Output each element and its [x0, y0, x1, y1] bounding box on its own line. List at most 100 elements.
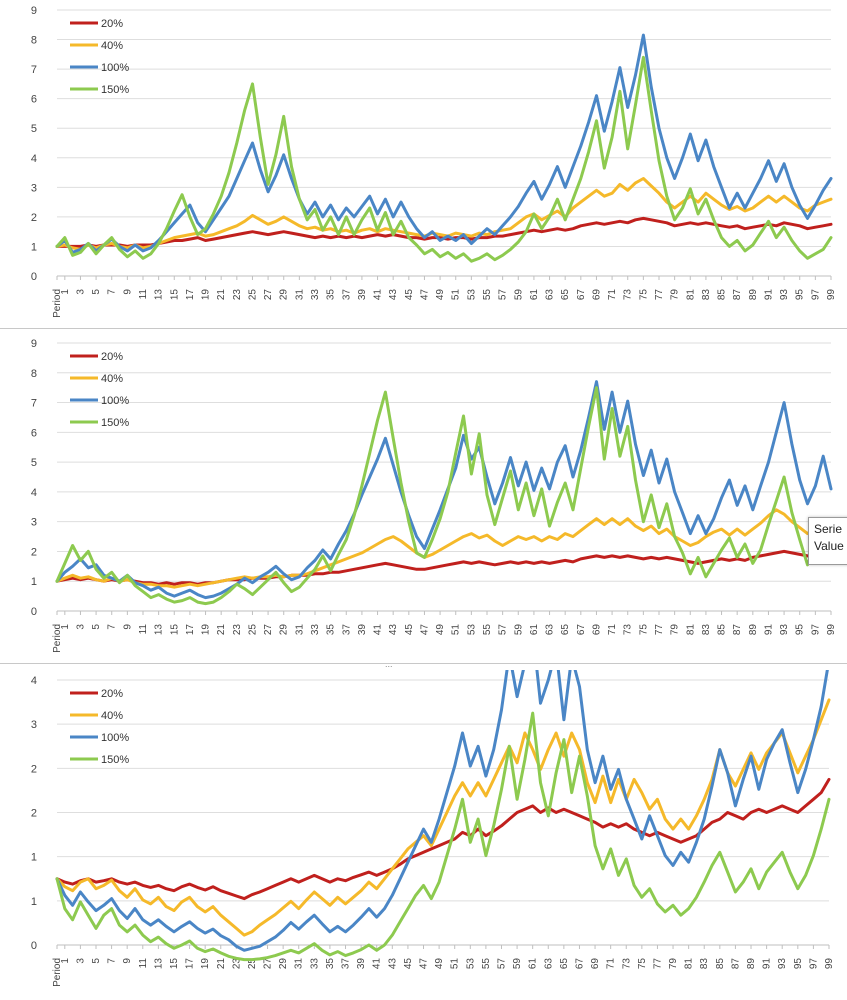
- y-tick-label: 5: [31, 123, 37, 135]
- x-tick-label: 1: [60, 289, 71, 295]
- x-tick-label: 93: [777, 958, 788, 970]
- x-tick-label: 47: [419, 958, 430, 970]
- x-tick-label: 63: [545, 289, 556, 301]
- series-line-20pct[interactable]: [55, 549, 833, 586]
- x-tick-label: 69: [590, 958, 601, 970]
- x-tick-label: 93: [779, 289, 790, 301]
- x-tick-label: 15: [169, 624, 180, 636]
- x-tick-label: 77: [652, 958, 663, 970]
- x-tick-label: 83: [699, 958, 710, 970]
- legend-label: 40%: [101, 40, 123, 52]
- x-tick-label: 35: [326, 289, 337, 301]
- x-tick-label: 71: [606, 958, 617, 970]
- x-tick-label: 69: [591, 289, 602, 301]
- x-tick-label: 67: [576, 289, 587, 301]
- y-tick-label: 5: [31, 457, 37, 469]
- x-tick-label: 1: [60, 624, 71, 630]
- x-tick-label: 87: [730, 958, 741, 970]
- x-tick-label: 45: [403, 958, 414, 970]
- x-tick-label: 5: [91, 624, 102, 630]
- x-tick-label: 91: [762, 958, 773, 970]
- x-tick-label: 37: [341, 624, 352, 636]
- x-tick-label: 35: [325, 958, 336, 970]
- x-tick-label: 55: [482, 624, 493, 636]
- y-tick-label: 0: [31, 606, 37, 618]
- x-tick-label: 77: [654, 289, 665, 301]
- x-tick-label: 95: [793, 958, 804, 970]
- x-tick-label: 51: [450, 958, 461, 970]
- x-tick-label: 19: [200, 958, 211, 970]
- y-tick-label: 0: [31, 271, 37, 283]
- x-tick-label: 99: [824, 958, 835, 970]
- x-tick-label: 27: [263, 289, 274, 301]
- x-tick-label: 11: [138, 958, 149, 969]
- y-tick-label: 4: [31, 675, 37, 687]
- x-tick-label: 15: [169, 289, 180, 301]
- y-tick-label: 3: [31, 719, 37, 731]
- x-tick-label: 19: [201, 624, 212, 636]
- series-line-40pct[interactable]: [55, 508, 833, 589]
- x-tick-label: 3: [75, 289, 86, 295]
- legend-label: 150%: [101, 84, 129, 96]
- x-tick-label: 9: [122, 289, 133, 295]
- legend-label: 100%: [101, 395, 129, 407]
- x-tick-label: 29: [279, 289, 290, 301]
- legend-label: 100%: [101, 62, 129, 74]
- x-tick-label: 67: [574, 958, 585, 970]
- x-tick-label: 77: [654, 624, 665, 636]
- x-tick-label: 31: [294, 958, 305, 970]
- x-tick-label: 41: [373, 289, 384, 301]
- series-line-150pct[interactable]: [55, 386, 833, 606]
- legend-label: 150%: [101, 754, 129, 766]
- x-tick-label: 37: [341, 958, 352, 970]
- x-tick-label: 67: [576, 624, 587, 636]
- x-tick-label: 83: [701, 289, 712, 301]
- x-tick-label: 13: [154, 289, 165, 301]
- x-tick-label: 91: [763, 624, 774, 636]
- panel-divider-1: [0, 328, 847, 329]
- x-tick-label: 33: [310, 289, 321, 301]
- x-tick-label: 79: [668, 958, 679, 970]
- series-line-100pct[interactable]: [55, 380, 833, 600]
- x-tick-label: 41: [373, 624, 384, 636]
- x-tick-label: 9: [122, 624, 133, 630]
- series-line-20pct[interactable]: [55, 777, 831, 901]
- x-tick-label: 53: [466, 624, 477, 636]
- x-tick-label: 39: [357, 289, 368, 301]
- series-line-150pct[interactable]: [55, 711, 831, 962]
- series-line-100pct[interactable]: [55, 670, 829, 952]
- x-tick-label: 23: [232, 624, 243, 636]
- y-tick-label: 6: [31, 94, 37, 106]
- y-tick-label: 2: [31, 763, 37, 775]
- x-tick-label: 33: [309, 958, 320, 970]
- series-line-40pct[interactable]: [55, 698, 831, 937]
- x-tick-label: 93: [779, 624, 790, 636]
- x-tick-label: 81: [685, 624, 696, 636]
- x-tick-label: 17: [185, 958, 196, 970]
- x-tick-label: 99: [826, 289, 837, 301]
- x-tick-label: 39: [356, 958, 367, 970]
- y-tick-label: 1: [31, 896, 37, 908]
- x-tick-label: 7: [107, 289, 118, 295]
- legend-label: 40%: [101, 710, 123, 722]
- x-tick-label: 85: [717, 289, 728, 301]
- series-line-150pct[interactable]: [55, 55, 833, 263]
- x-tick-label: 73: [623, 289, 634, 301]
- x-tick-label: 15: [169, 958, 180, 970]
- tooltip-series-label: Serie: [814, 522, 843, 536]
- chart-panel-1: 0 1 2 3 4 5 6 7 8 9 Period 1 3 5 7 9 11 13 15 17 19 21 23 25 27 2…: [0, 0, 847, 322]
- x-tick-label: 71: [607, 624, 618, 636]
- x-tick-label: 55: [482, 289, 493, 301]
- tooltip-value-label: Value: [814, 539, 844, 553]
- x-tick-label: 99: [826, 624, 837, 636]
- x-tick-label: 23: [231, 958, 242, 970]
- x-tick-label: 89: [748, 289, 759, 301]
- x-tick-label: 9: [122, 958, 133, 964]
- x-tick-label: 1: [60, 958, 71, 964]
- series-line-40pct[interactable]: [55, 177, 833, 251]
- x-tick-label: 21: [216, 958, 227, 970]
- x-tick-label: 89: [746, 958, 757, 970]
- x-tick-label: 87: [732, 289, 743, 301]
- x-tick-label: 13: [154, 624, 165, 636]
